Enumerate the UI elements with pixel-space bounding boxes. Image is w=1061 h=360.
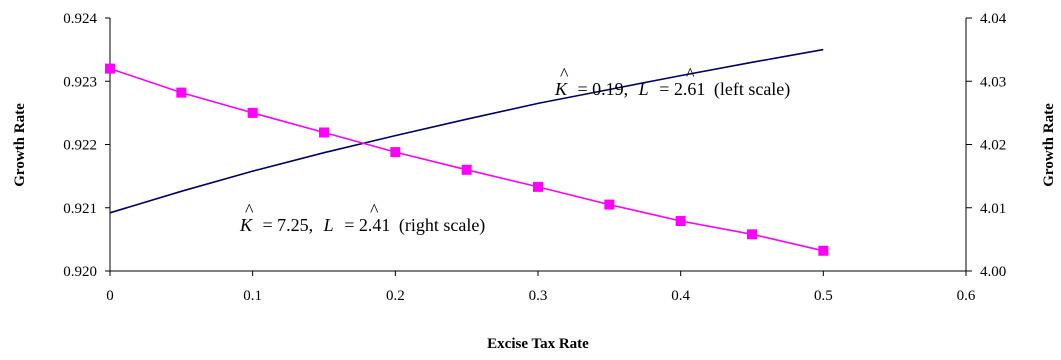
data-point-marker [818,245,829,256]
right-y-tick-label: 4.03 [980,74,1006,90]
x-tick-label: 0 [106,288,114,304]
annotation-right-l-value: = 2.41 [344,215,390,235]
x-tick-label: 0.5 [814,288,833,304]
right-y-tick-label: 4.02 [980,138,1006,154]
data-point-marker [319,127,329,138]
right-y-tick-label: 4.00 [980,264,1006,280]
left-y-tick-label: 0.922 [63,138,97,154]
annotation-left-l-hat: ^ [686,64,695,84]
annotation-left-k-symbol: K [554,79,568,99]
right-y-tick-label: 4.04 [980,11,1007,27]
annotation-right-note: (right scale) [399,215,485,236]
annotation-left-l-symbol: L [638,79,649,99]
data-point-marker [390,147,401,158]
annotation-left-note: (left scale) [714,79,790,100]
annotation-left-k-hat: ^ [560,64,569,84]
series-layer [105,48,829,256]
data-point-marker [533,181,543,192]
annotation-right-k-hat: ^ [245,200,254,220]
right-y-tick-label: 4.01 [980,201,1006,217]
left-y-tick-label: 0.920 [63,264,97,280]
x-tick-label: 0.6 [957,288,976,304]
data-point-marker [675,216,686,227]
annotation-left-l-value: = 2.61 [659,79,705,99]
annotation-left-k-value: = 0.19, [578,79,629,99]
annotation-right-l-hat: ^ [370,200,379,220]
data-point-marker [247,107,258,118]
left-y-tick-label: 0.921 [63,201,97,217]
data-point-marker [176,87,187,98]
ticks-layer: 0 0.1 0.2 0.3 0.4 0.5 0.6 0.920 0.921 0.922 0.923 0… [63,11,1007,304]
svg-text:K = 7.25, L: K = 7.25, L = 2.41 (right scale) [239,215,485,236]
annotation-right-k-value: = 7.25, [263,215,314,235]
data-point-marker [747,229,757,240]
annotation-right-k-symbol: K [239,215,253,235]
right-y-axis-title: Growth Rate [1041,103,1057,187]
x-tick-label: 0.2 [386,288,405,304]
series-line-left-scale [109,48,824,214]
left-y-tick-label: 0.923 [63,74,97,90]
annotation-right-l-symbol: L [323,215,334,235]
left-y-tick-label: 0.924 [63,11,97,27]
x-tick-label: 0.4 [671,288,690,304]
annotation-right-scale: K = 7.25, L = 2.41 (right scale) ^ ^ [239,200,485,236]
x-tick-label: 0.1 [243,288,262,304]
data-point-marker [604,199,615,210]
left-y-axis-title: Growth Rate [12,103,28,187]
annotation-left-scale: K = 0.19, L = 2.61 (left scale) ^ ^ [554,64,790,100]
data-point-marker [461,164,472,175]
svg-text:K = 0.19, L: K = 0.19, L = 2.61 (left scale) [554,79,790,100]
x-tick-label: 0.3 [529,288,548,304]
data-point-marker [105,63,115,74]
x-axis-title: Excise Tax Rate [487,336,589,352]
